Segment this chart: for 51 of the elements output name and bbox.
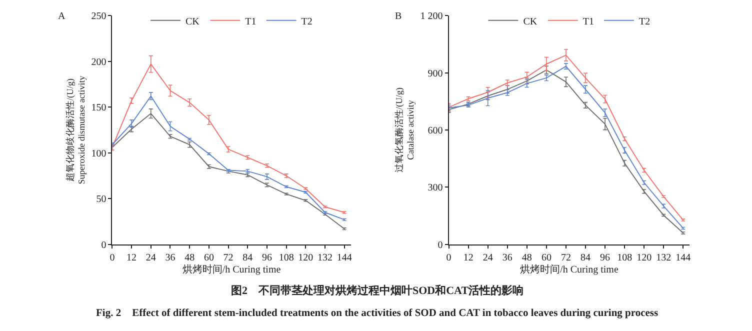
y-tick-label: 250 [91,11,106,22]
y-tick-label: 150 [91,102,106,114]
x-tick-label: 132 [656,252,672,264]
y-tick-label: 50 [96,194,106,206]
x-tick-label: 24 [146,252,156,264]
x-tick-label: 120 [636,252,652,264]
x-tick-label: 48 [522,252,532,264]
x-tick-label: 144 [336,252,352,264]
x-tick-label: 36 [165,252,176,264]
x-tick-label: 0 [110,252,115,264]
y-tick-label: 900 [428,68,443,80]
x-tick-label: 108 [617,252,632,264]
legend-label: CK [186,16,200,28]
x-tick-label: 108 [278,252,294,264]
legend-label: T2 [639,16,650,28]
chart-title: B [395,11,402,22]
y-tick-label: 0 [438,240,443,251]
y-tick-label: 100 [91,148,106,160]
x-tick-label: 96 [262,252,272,264]
x-tick-label: 96 [600,252,610,264]
x-tick-label: 60 [204,252,214,264]
legend-label: T1 [582,16,594,28]
chart-title: A [58,11,66,22]
x-tick-label: 84 [580,252,591,264]
y-tick-label: 1 200 [420,11,443,22]
x-axis-title: 烘烤时间/h Curing time [520,263,619,276]
x-tick-label: 0 [446,252,452,264]
x-tick-label: 24 [482,252,493,264]
x-tick-label: 72 [560,252,571,264]
legend-label: T1 [245,16,256,28]
y-tick-label: 200 [91,56,106,68]
legend-label: CK [523,16,538,28]
x-tick-label: 60 [541,252,552,264]
legend-label: T2 [301,16,312,28]
y-axis-title: 过氧化氢酶活性/(U/g) Catalase activity [394,87,416,172]
caption: Fig. 2 Effect of different stem-included treatments on the activities of SOD and CAT in tobacco leaves during curing process [96,308,658,319]
x-tick-label: 132 [318,252,333,264]
y-tick-label: 300 [428,182,443,194]
x-axis-title: 烘烤时间/h Curing time [182,263,282,276]
y-tick-label: 0 [101,240,106,251]
x-tick-label: 72 [223,252,234,264]
y-axis-title: 超氧化物歧化酶活性/(U/g) Superoxide dismutase activity [64,75,87,184]
x-tick-label: 36 [502,252,512,264]
x-tick-label: 12 [126,252,137,264]
y-tick-label: 600 [428,125,443,136]
x-tick-label: 120 [298,252,314,264]
x-tick-label: 48 [184,252,195,264]
x-tick-label: 84 [242,252,253,264]
x-tick-label: 12 [463,252,474,264]
caption: 图2 不同带茎处理对烘烤过程中烟叶SOD和CAT活性的影响 [231,284,524,297]
x-tick-label: 144 [676,252,691,264]
